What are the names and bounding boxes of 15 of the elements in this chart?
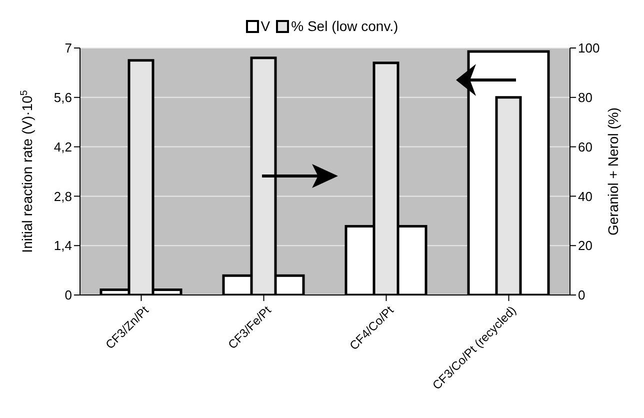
y2-tick-label: 80	[578, 90, 592, 106]
y2-tick-label: 0	[578, 288, 586, 303]
y2-tick-label: 60	[578, 139, 592, 154]
y-tick-label: 5,6	[54, 90, 72, 106]
legend-label: V	[260, 18, 270, 34]
y2-tick-label: 20	[578, 238, 592, 254]
y2-tick-label: 100	[578, 40, 600, 56]
y-tick-label: 2,8	[54, 188, 72, 204]
legend-label: % Sel (low conv.)	[291, 18, 398, 34]
y-tick-label: 1,4	[54, 238, 72, 254]
y2-axis-title: Geraniol + Nerol (%)	[605, 108, 621, 236]
y2-tick-label: 40	[578, 188, 592, 204]
y-tick-label: 0	[64, 288, 72, 303]
y-tick-label: 4,2	[54, 139, 72, 154]
y-tick-label: 7	[64, 40, 72, 56]
